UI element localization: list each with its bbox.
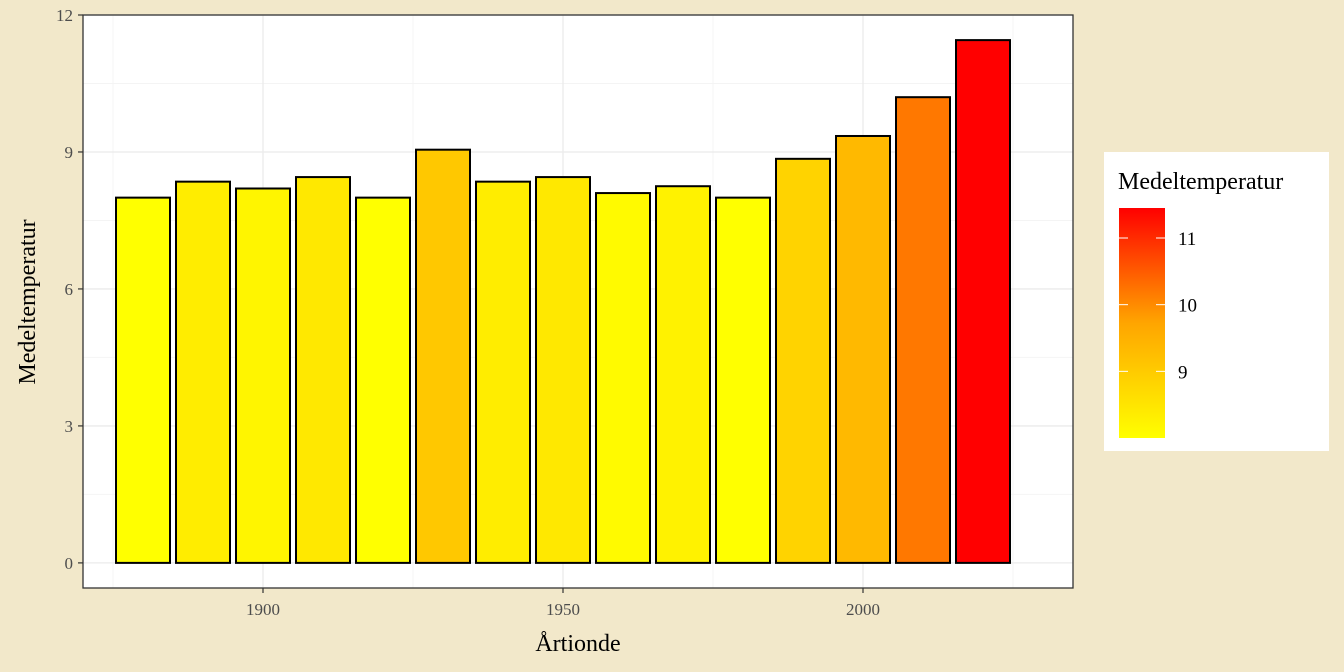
bar-1980 (716, 198, 770, 563)
bar-1890 (176, 182, 230, 563)
x-tick-label: 1900 (246, 600, 280, 619)
bar-1990 (776, 159, 830, 563)
x-tick-label: 2000 (846, 600, 880, 619)
bar-1930 (416, 150, 470, 563)
y-axis-title: Medeltemperatur (15, 219, 41, 384)
y-tick-label: 6 (65, 280, 74, 299)
bar-2000 (836, 136, 890, 563)
bar-2010 (896, 97, 950, 563)
bar-1900 (236, 188, 290, 562)
legend-label: 11 (1178, 229, 1196, 250)
y-tick-label: 0 (65, 554, 74, 573)
bar-1960 (596, 193, 650, 563)
bar-1970 (656, 186, 710, 563)
legend-label: 9 (1178, 362, 1188, 383)
bar-1880 (116, 198, 170, 563)
bar-1950 (536, 177, 590, 563)
x-axis-title: Årtionde (535, 631, 620, 657)
y-tick-label: 12 (56, 6, 73, 25)
y-tick-label: 3 (65, 417, 74, 436)
legend-colorbar (1119, 208, 1165, 438)
x-tick-label: 1950 (546, 600, 580, 619)
bar-2020 (956, 40, 1010, 563)
bar-1920 (356, 198, 410, 563)
legend-label: 10 (1178, 296, 1197, 317)
bar-1910 (296, 177, 350, 563)
bar-1940 (476, 182, 530, 563)
legend: Medeltemperatur 9 10 11 (1104, 152, 1329, 451)
y-tick-label: 9 (65, 143, 74, 162)
legend-title: Medeltemperatur (1118, 169, 1283, 195)
